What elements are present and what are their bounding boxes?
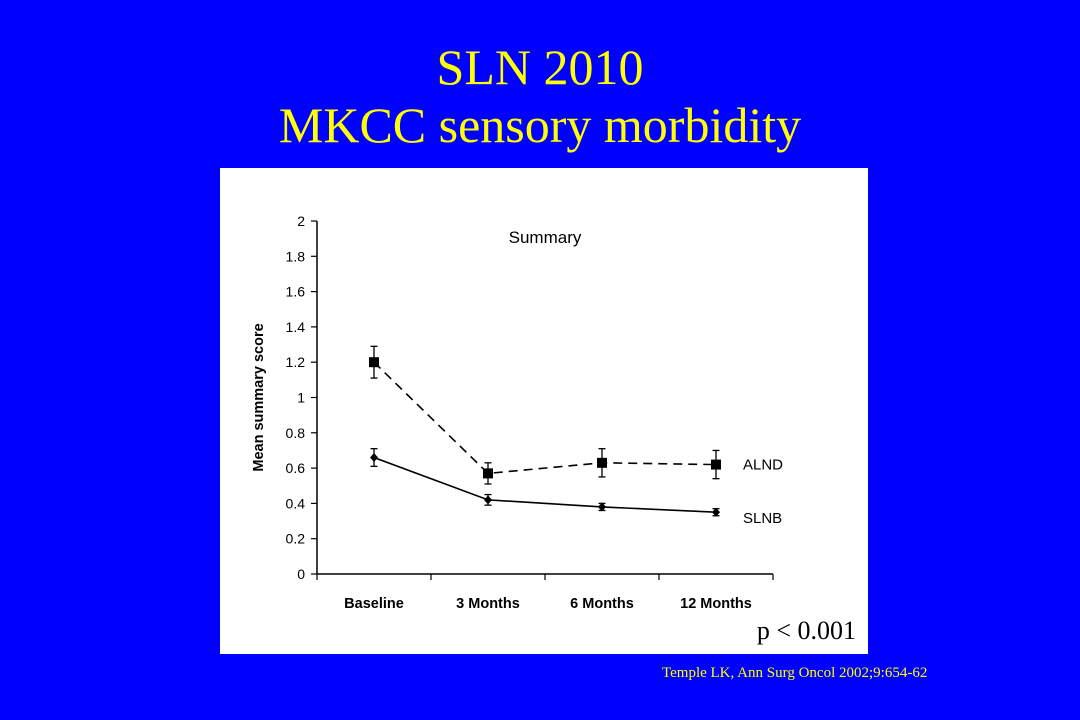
line-chart: 0 0.2 0.4 0.6 0.8 1 1.2 1.4 1.6 1.8 2 Baseline 3 Mon… bbox=[251, 213, 783, 612]
x-tick-label: 3 Months bbox=[456, 596, 520, 612]
series-slnb-label: SLNB bbox=[743, 510, 782, 527]
series-alnd-point bbox=[711, 459, 721, 470]
y-tick-label: 1.6 bbox=[286, 284, 306, 300]
y-tick-label: 1.8 bbox=[286, 248, 306, 264]
series-alnd-line bbox=[373, 361, 717, 475]
series-slnb-point bbox=[712, 507, 720, 517]
y-tick-label: 0.8 bbox=[286, 425, 306, 441]
y-tick-label: 0.6 bbox=[286, 460, 306, 476]
slide-title-line-1: SLN 2010 bbox=[436, 39, 644, 95]
y-axis-label: Mean summary score bbox=[251, 323, 267, 471]
chart-title: Summary bbox=[509, 228, 582, 247]
x-tick-label: 12 Months bbox=[680, 596, 752, 612]
series-slnb-line bbox=[373, 456, 717, 514]
y-tick-label: 1 bbox=[297, 390, 305, 406]
series-slnb-point bbox=[484, 495, 492, 505]
series-alnd-label: ALND bbox=[743, 457, 783, 474]
series-alnd-point bbox=[597, 457, 607, 468]
x-tick-label: 6 Months bbox=[570, 596, 634, 612]
y-tick-label: 0.4 bbox=[286, 495, 306, 511]
y-tick-label: 0.2 bbox=[286, 531, 306, 547]
series-slnb-point bbox=[370, 453, 378, 463]
series-alnd-point bbox=[369, 357, 379, 368]
x-tick-label: Baseline bbox=[344, 596, 404, 612]
citation: Temple LK, Ann Surg Oncol 2002;9:654-62 bbox=[662, 665, 928, 681]
p-value-label: p < 0.001 bbox=[756, 616, 856, 645]
y-tick-label: 1.4 bbox=[286, 319, 306, 335]
series-slnb-point bbox=[598, 502, 606, 512]
chart-panel: 0 0.2 0.4 0.6 0.8 1 1.2 1.4 1.6 1.8 2 Baseline 3 Mon… bbox=[220, 168, 868, 654]
y-tick-label: 2 bbox=[297, 213, 305, 229]
slide-title: SLN 2010 MKCC sensory morbidity bbox=[0, 38, 1080, 154]
y-tick-label: 0 bbox=[297, 566, 305, 582]
series-alnd-point bbox=[483, 468, 493, 479]
slide-title-line-2: MKCC sensory morbidity bbox=[278, 97, 802, 153]
y-tick-label: 1.2 bbox=[286, 354, 306, 370]
